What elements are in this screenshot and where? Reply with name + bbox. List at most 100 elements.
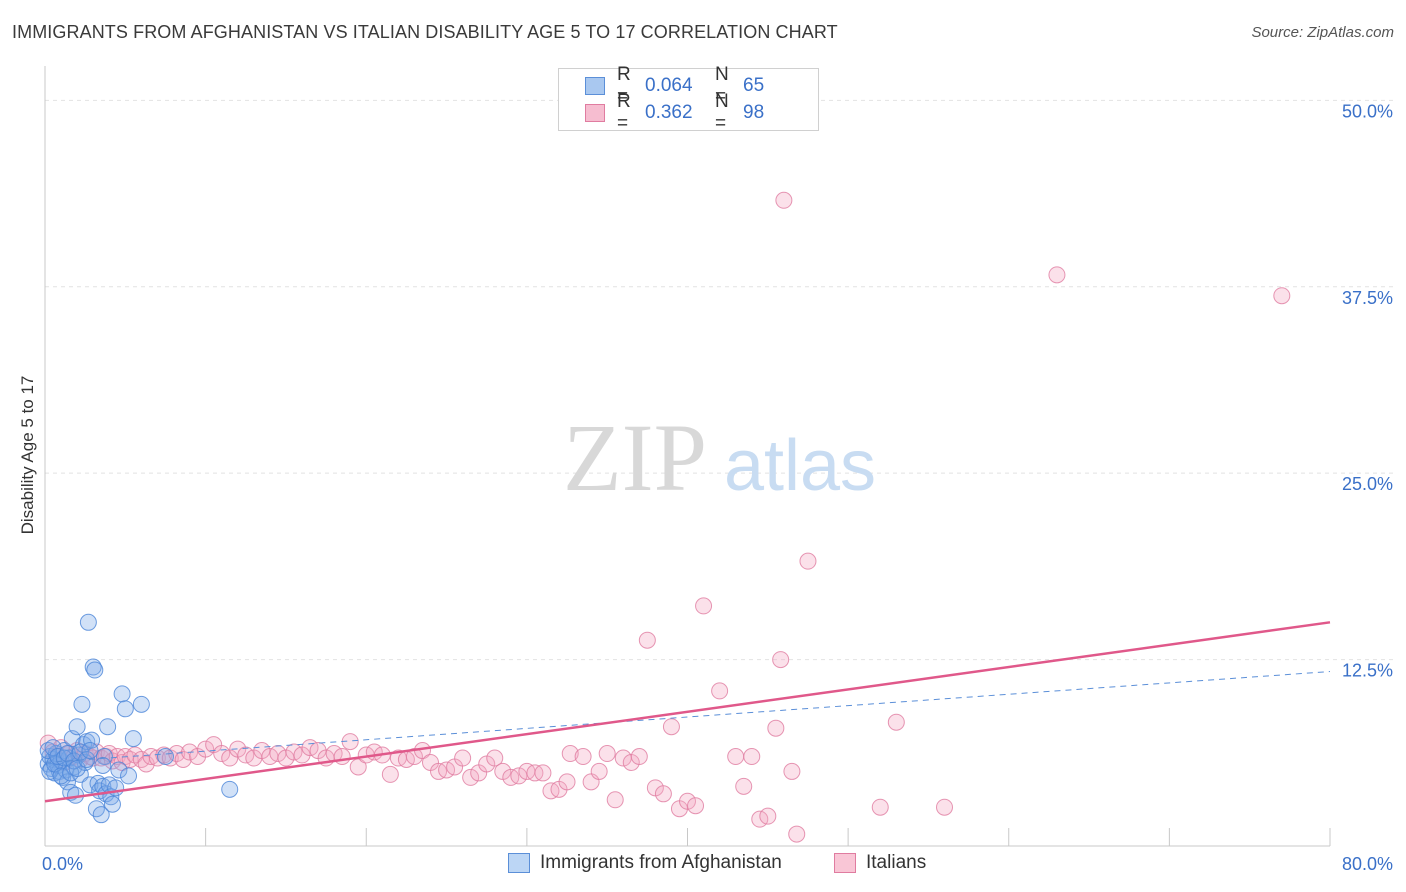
italians-point xyxy=(333,748,351,766)
italians-point xyxy=(727,748,745,766)
axes xyxy=(44,66,1331,847)
watermark-atlas: atlas xyxy=(724,426,876,506)
italians-point xyxy=(1273,287,1291,305)
tick-labels: 12.5% 25.0% 37.5% 50.0% 0.0% 80.0% xyxy=(42,101,1393,874)
italians-point xyxy=(462,768,480,786)
afghanistan-point xyxy=(86,661,104,679)
y-axis-label: Disability Age 5 to 17 xyxy=(18,375,37,535)
legend-n-value: 98 xyxy=(743,102,765,123)
legend-n-label: N = xyxy=(715,91,729,134)
italians-point xyxy=(788,825,806,843)
italians-point xyxy=(561,745,579,763)
afghanistan-point xyxy=(221,780,239,798)
afghanistan-point xyxy=(84,658,102,676)
grid-lines xyxy=(45,99,1395,661)
italians-point xyxy=(695,597,713,615)
italians-point xyxy=(574,748,592,766)
legend-swatch-afghanistan xyxy=(585,77,605,95)
legend-swatch-afghanistan xyxy=(508,853,530,873)
trend-lines xyxy=(44,621,1331,803)
afghanistan-point xyxy=(92,806,110,824)
italians-point xyxy=(767,719,785,737)
afghanistan-point xyxy=(68,759,86,777)
legend-label-afghanistan: Immigrants from Afghanistan xyxy=(540,852,782,873)
afghanistan-point xyxy=(99,718,117,736)
y-tick-label: 37.5% xyxy=(1342,288,1393,308)
series-legend: Immigrants from Afghanistan Italians xyxy=(0,852,1406,878)
afghanistan-point xyxy=(113,685,131,703)
afghanistan-point xyxy=(94,756,112,774)
italians-point xyxy=(775,191,793,209)
italians-point xyxy=(772,651,790,669)
legend-n-label: N = xyxy=(715,64,729,107)
legend-r-label: R = xyxy=(617,91,631,134)
legend-row-italians: R = 0.362 N = 98 xyxy=(585,91,765,134)
y-tick-label: 12.5% xyxy=(1342,661,1393,681)
italians-point xyxy=(454,749,472,767)
italians-point xyxy=(598,745,616,763)
watermark: ZIP atlas xyxy=(563,404,876,511)
italians-point xyxy=(711,682,729,700)
chart-title: IMMIGRANTS FROM AFGHANISTAN VS ITALIAN D… xyxy=(12,22,838,42)
afghanistan-point xyxy=(73,695,91,713)
afghanistan-point xyxy=(83,731,101,749)
series-layer xyxy=(39,191,1291,843)
y-tick-label: 25.0% xyxy=(1342,474,1393,494)
italians-point xyxy=(687,797,705,815)
afghanistan-point xyxy=(79,613,97,631)
italians-point xyxy=(783,762,801,780)
italians-point xyxy=(1048,266,1066,284)
afghanistan-point xyxy=(68,718,86,736)
legend-n-value: 65 xyxy=(743,75,765,96)
italians-point xyxy=(142,748,160,766)
italians-point xyxy=(638,631,656,649)
afghanistan-point xyxy=(110,761,128,779)
trend-line-afghanistan xyxy=(44,671,1331,763)
italians-point xyxy=(871,798,889,816)
afghanistan-point xyxy=(116,700,134,718)
afghanistan-point xyxy=(55,749,73,767)
legend-row-afghanistan: R = 0.064 N = 65 xyxy=(585,64,765,107)
italians-point xyxy=(662,718,680,736)
afghanistan-point xyxy=(95,748,113,766)
italians-point xyxy=(197,740,215,758)
legend-swatch-italians xyxy=(834,853,856,873)
legend-r-label: R = xyxy=(617,64,631,107)
afghanistan-point xyxy=(103,795,121,813)
watermark-zip: ZIP xyxy=(563,404,707,511)
legend-r-value: 0.064 xyxy=(645,75,693,96)
italians-point xyxy=(510,767,528,785)
italians-point xyxy=(759,807,777,825)
x-tick-label: 80.0% xyxy=(1342,854,1393,874)
afghanistan-point xyxy=(78,751,96,769)
italians-point xyxy=(486,749,504,767)
afghanistan-point xyxy=(132,695,150,713)
italians-point xyxy=(887,713,905,731)
afghanistan-point xyxy=(49,748,67,766)
y-tick-label: 50.0% xyxy=(1342,101,1393,121)
stats-legend: R = 0.064 N = 65 R = 0.362 N = 98 xyxy=(558,64,819,134)
legend-swatch-italians xyxy=(585,104,605,122)
italians-point xyxy=(679,792,696,810)
italians-point xyxy=(349,758,367,776)
legend-r-value: 0.362 xyxy=(645,102,693,123)
italians-point xyxy=(534,764,552,782)
italians-point xyxy=(735,777,753,795)
italians-point xyxy=(654,785,672,803)
afghanistan-point xyxy=(120,767,138,785)
legend-item-afghanistan[interactable]: Immigrants from Afghanistan xyxy=(508,852,782,874)
italians-point xyxy=(558,773,576,791)
italians-point xyxy=(590,762,608,780)
italians-point xyxy=(381,765,399,783)
afghanistan-point xyxy=(81,742,99,760)
legend-item-italians[interactable]: Italians xyxy=(834,852,926,874)
source-label: Source: ZipAtlas.com xyxy=(1251,24,1394,41)
italians-point xyxy=(799,552,817,570)
x-tick-label: 0.0% xyxy=(42,854,83,874)
italians-point xyxy=(743,748,761,766)
italians-point xyxy=(936,798,953,816)
afghanistan-point xyxy=(156,748,174,766)
legend-label-italians: Italians xyxy=(866,852,927,873)
afghanistan-point xyxy=(124,730,142,748)
